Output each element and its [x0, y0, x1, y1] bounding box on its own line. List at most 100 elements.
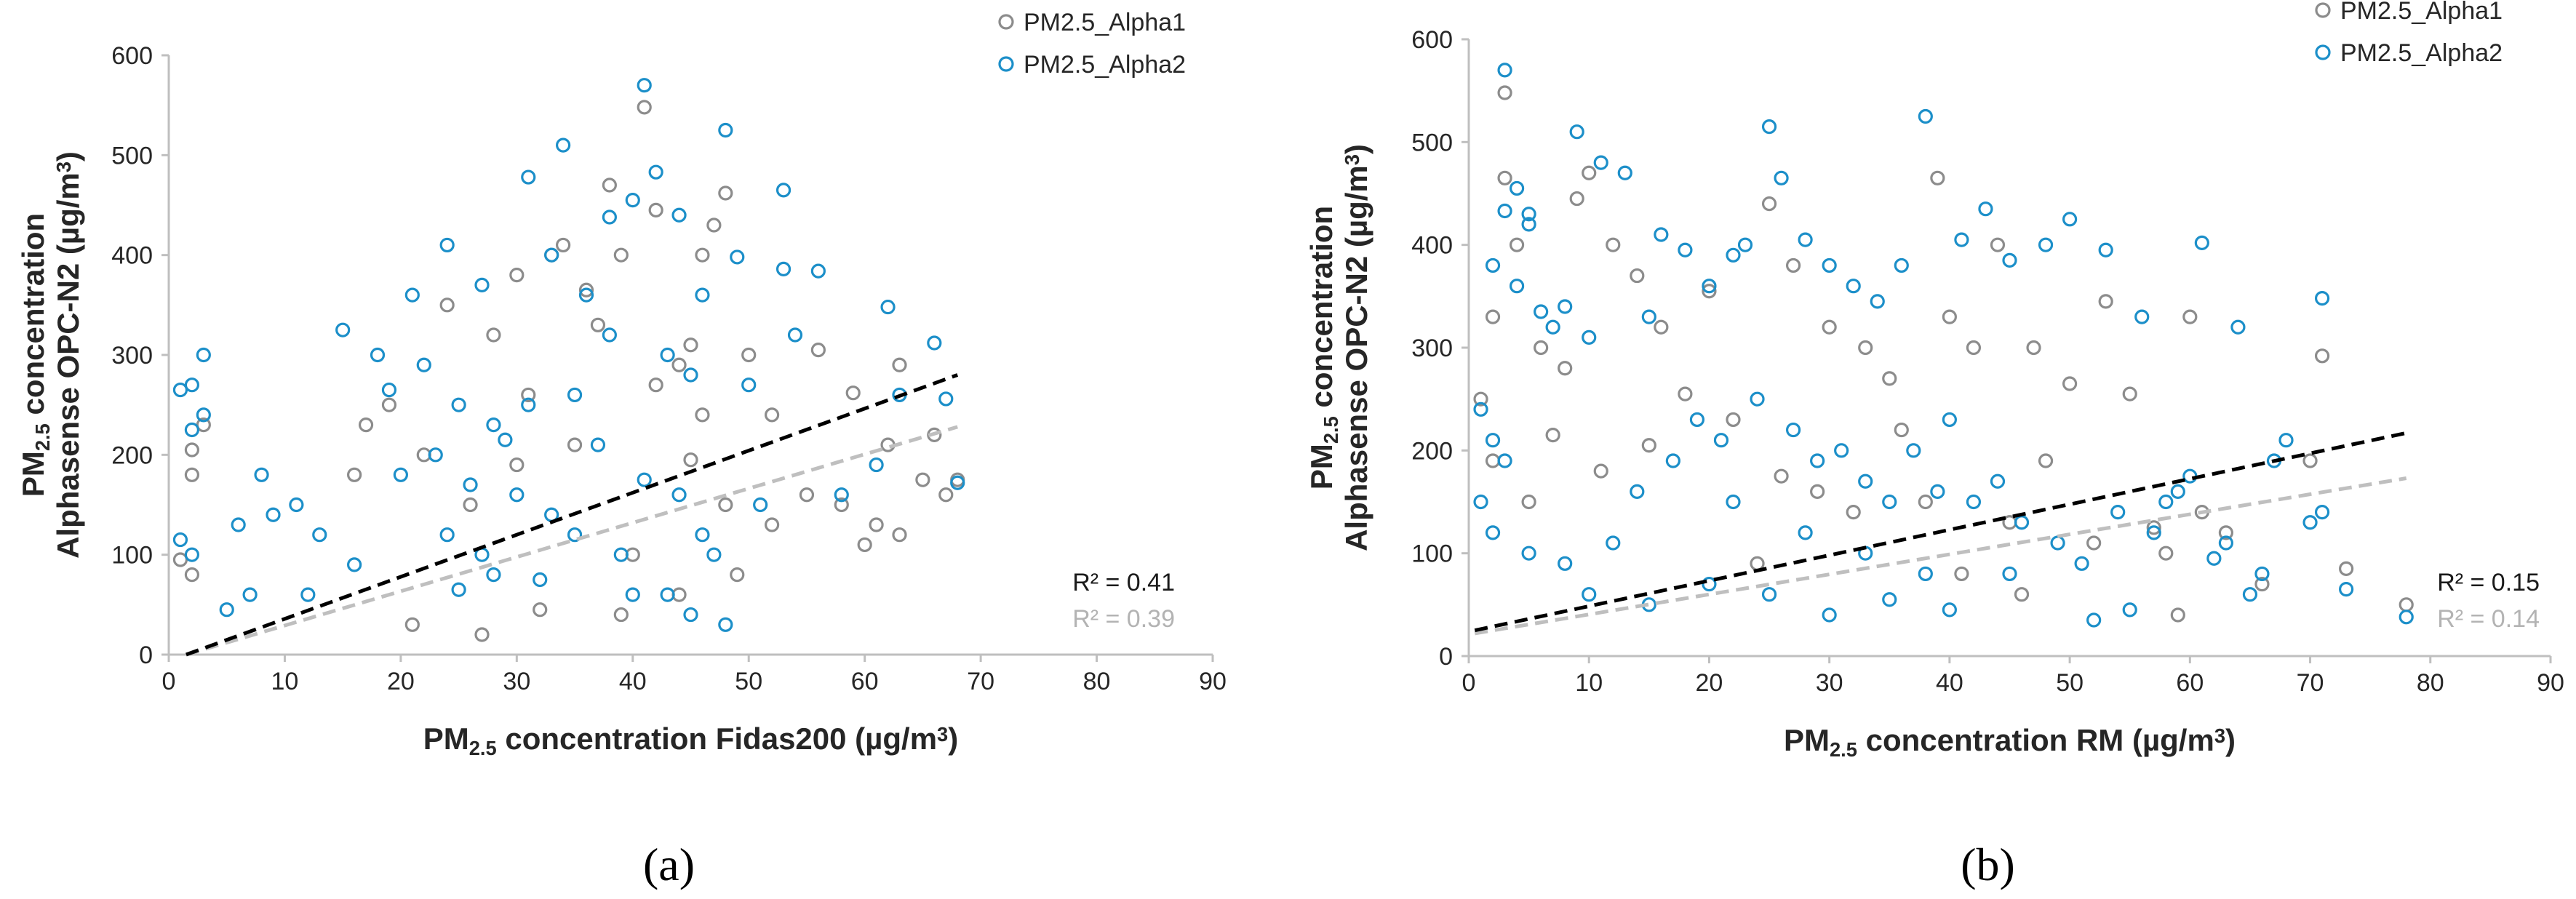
alpha2-point: [730, 249, 745, 265]
alpha1-point: [347, 467, 362, 482]
y-tick-label: 100: [111, 542, 153, 570]
alpha2-point: [567, 527, 583, 543]
alpha1-point: [2339, 561, 2354, 576]
r2-label-alpha1: R² = 0.14: [2437, 605, 2540, 633]
alpha1-point: [1485, 453, 1501, 468]
alpha1-point: [706, 217, 722, 233]
alpha2-point: [1942, 602, 1957, 618]
alpha1-point: [892, 527, 907, 543]
alpha1-point: [172, 552, 188, 567]
alpha2-point: [1617, 165, 1632, 180]
alpha2-point: [184, 422, 199, 438]
alpha2-point: [787, 327, 803, 343]
x-tick-label: 30: [503, 668, 530, 695]
alpha2-point: [625, 193, 640, 208]
alpha1-point: [1678, 386, 1693, 401]
alpha2-point: [486, 417, 501, 433]
alpha2-point: [1545, 319, 1560, 335]
alpha2-point: [184, 547, 199, 562]
scatter-chart-a: 0 100 200 300 400 500 600 0 10 20 30 40 50 60 70 80 90 R²…: [16, 9, 1227, 890]
alpha2-point: [1678, 242, 1693, 257]
x-tick-label: 30: [1816, 669, 1843, 697]
y-tick-label: 600: [1411, 26, 1453, 54]
alpha2-point: [172, 382, 188, 398]
series-2-group: [1473, 63, 2414, 628]
alpha2-point: [2254, 566, 2270, 582]
alpha1-point: [1761, 196, 1777, 212]
trendline-alpha2: [186, 373, 959, 657]
y-axis-title-line1: PM2.5 concentration: [1304, 206, 1342, 490]
alpha2-point: [1906, 443, 1921, 458]
alpha2-point: [602, 327, 617, 343]
trendline-alpha1: [1474, 476, 2407, 636]
alpha2-point: [416, 357, 431, 372]
alpha1-point: [1654, 319, 1669, 335]
alpha2-point: [451, 397, 466, 412]
alpha2-point: [1774, 170, 1789, 185]
alpha2-point: [474, 277, 490, 292]
alpha1-point: [567, 437, 583, 452]
alpha2-point: [533, 572, 548, 588]
alpha2-point: [2170, 484, 2185, 499]
alpha1-point: [1545, 428, 1560, 443]
alpha2-point: [1569, 124, 1584, 140]
alpha1-point: [892, 357, 907, 372]
alpha2-point: [1485, 433, 1501, 448]
alpha1-point: [2218, 525, 2234, 540]
alpha2-point: [1582, 329, 1597, 345]
x-tick-label: 90: [1199, 668, 1227, 695]
alpha1-point: [1473, 391, 1488, 407]
alpha2-point: [289, 497, 304, 513]
legend-marker-alpha2: [998, 56, 1014, 72]
alpha2-point: [1654, 227, 1669, 242]
alpha2-point: [393, 467, 408, 482]
alpha2-point: [347, 557, 362, 572]
alpha2-point: [428, 447, 443, 463]
alpha1-point: [381, 397, 397, 412]
series-2-group: [172, 78, 965, 632]
x-tick-label: 40: [1936, 669, 1963, 697]
alpha1-point: [509, 457, 525, 473]
alpha2-point: [231, 517, 246, 532]
alpha1-point: [196, 417, 211, 433]
alpha1-point: [1822, 319, 1837, 335]
alpha2-point: [1702, 279, 1717, 294]
alpha2-point: [613, 547, 629, 562]
alpha1-point: [869, 517, 884, 532]
alpha2-point: [1593, 155, 1608, 170]
alpha1-point: [741, 347, 757, 363]
alpha2-point: [775, 261, 791, 276]
alpha1-point: [718, 497, 733, 513]
alpha1-point: [1558, 361, 1573, 376]
alpha2-point: [1641, 309, 1656, 324]
series-1-group: [172, 100, 965, 642]
alpha2-point: [1509, 279, 1525, 294]
alpha2-point: [1990, 474, 2006, 489]
alpha2-point: [938, 391, 954, 407]
alpha2-point: [196, 407, 211, 423]
alpha2-point: [1558, 556, 1573, 571]
alpha2-point: [1485, 257, 1501, 273]
alpha2-point: [1473, 494, 1488, 510]
alpha2-point: [637, 472, 652, 487]
alpha2-point: [1702, 576, 1717, 592]
alpha2-point: [2339, 582, 2354, 597]
alpha2-point: [2206, 551, 2222, 566]
alpha2-point: [1726, 247, 1741, 263]
alpha2-point: [2002, 252, 2017, 268]
alpha2-point: [660, 347, 675, 363]
r2-label-alpha2: R² = 0.41: [1072, 569, 1175, 596]
y-tick-label: 100: [1411, 540, 1453, 568]
alpha2-point: [404, 287, 420, 303]
alpha1-point: [1990, 237, 2006, 252]
alpha2-point: [1750, 391, 1765, 407]
alpha2-point: [2086, 612, 2102, 628]
x-tick-label: 0: [1462, 669, 1476, 697]
alpha1-point: [474, 627, 490, 642]
alpha2-point: [2110, 505, 2126, 520]
alpha2-point: [1798, 525, 1813, 540]
alpha1-point: [637, 100, 652, 115]
alpha2-point: [1882, 592, 1897, 607]
alpha2-point: [671, 207, 687, 223]
alpha2-point: [1630, 484, 1645, 499]
